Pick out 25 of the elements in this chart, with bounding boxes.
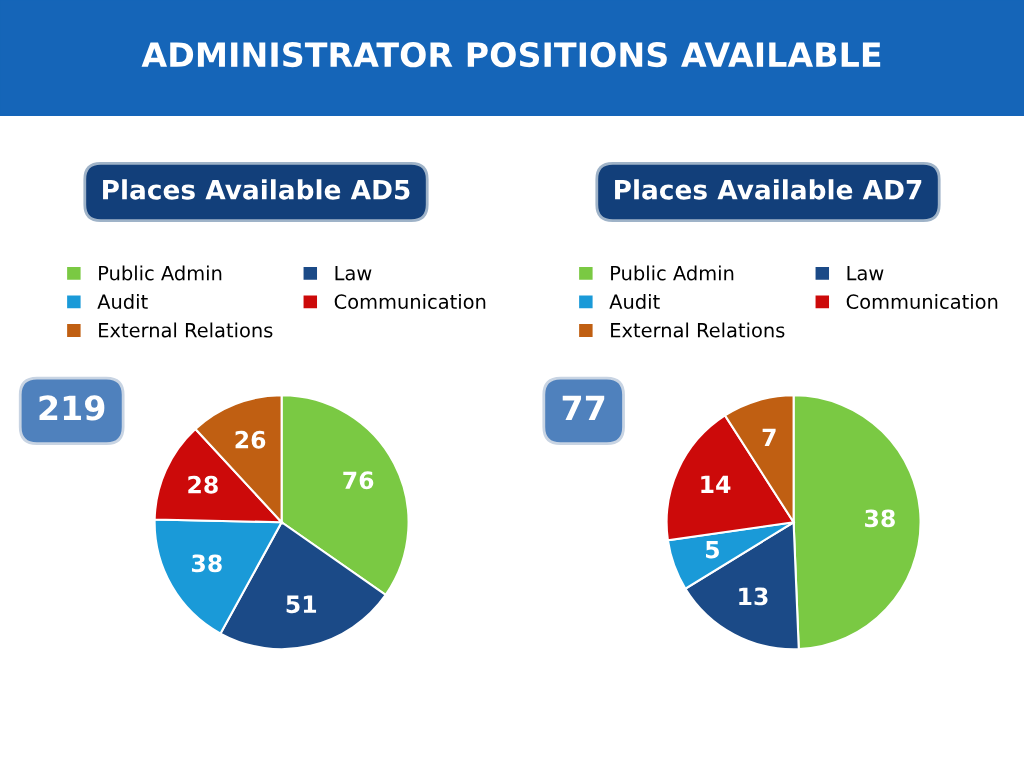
chart-title: ADMINISTRATOR POSITIONS AVAILABLE <box>141 42 881 68</box>
data-label: 38 <box>865 509 895 528</box>
legend-label: External Relations <box>611 322 785 338</box>
data-label: 76 <box>343 471 374 490</box>
chart-subtitle: Places Available AD7 <box>615 179 922 200</box>
legend-label: Law <box>335 266 372 281</box>
data-label: 13 <box>739 587 768 606</box>
data-label: 28 <box>188 475 218 494</box>
text: 219 <box>39 395 105 421</box>
legend-label: Communication <box>846 293 998 309</box>
legend-label: External Relations <box>99 322 273 338</box>
legend-label: Public Admin <box>611 265 734 281</box>
legend-label: Communication <box>334 293 486 309</box>
chart-subtitle: Places Available AD5 <box>103 179 410 200</box>
data-label: 5 <box>706 540 719 559</box>
data-label: 38 <box>191 554 222 573</box>
data-label: 51 <box>286 595 317 614</box>
legend-label: Audit <box>97 293 148 309</box>
legend-label: Public Admin <box>99 265 222 281</box>
legend-label: Audit <box>609 293 660 309</box>
data-label: 7 <box>762 428 776 446</box>
legend-label: Law <box>847 266 884 281</box>
data-label: 26 <box>235 430 266 449</box>
text: 77 <box>562 395 605 421</box>
data-label: 14 <box>701 475 731 493</box>
